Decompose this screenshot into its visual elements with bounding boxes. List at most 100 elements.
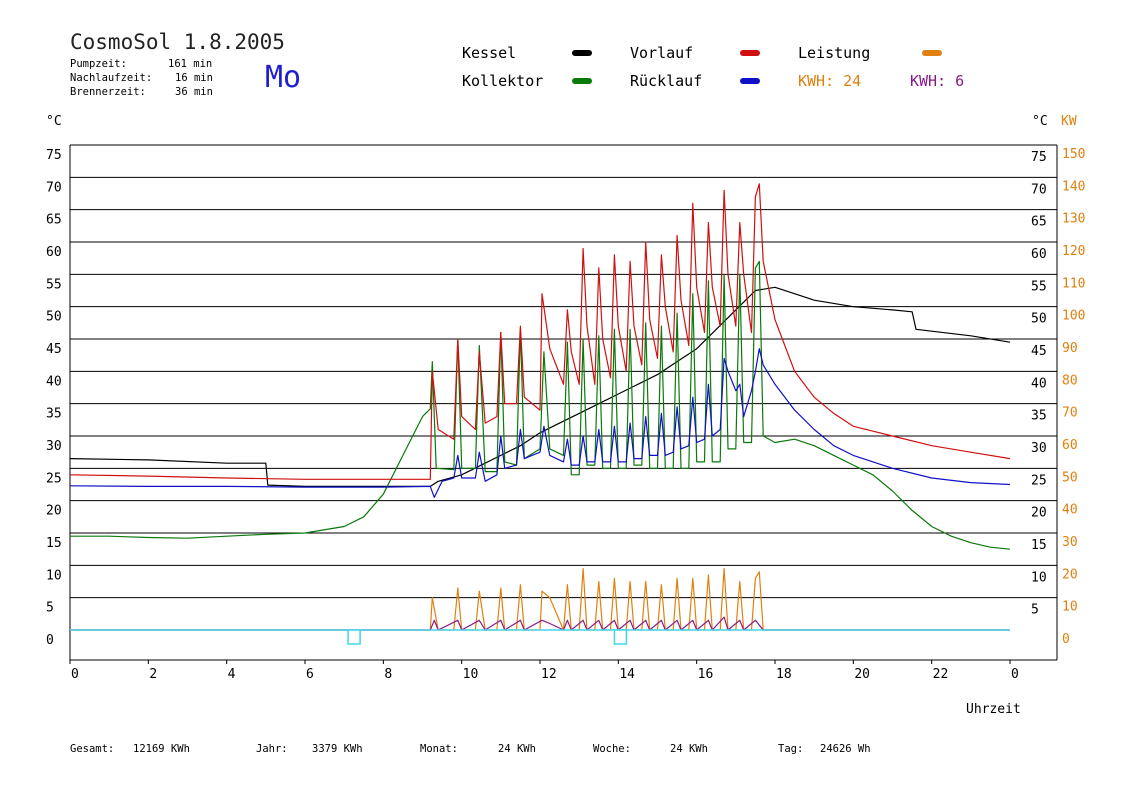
y-tick-right-kw-80: 80 (1062, 373, 1078, 388)
legend-kwh-orange: KWH: 24 (798, 72, 862, 90)
y-tick-right-kw-20: 20 (1062, 567, 1078, 582)
y-tick-left-15: 15 (46, 536, 62, 551)
legend-label-kessel: Kessel (462, 44, 517, 62)
y-tick-right-c-55: 55 (1031, 279, 1047, 294)
x-tick-10: 20 (854, 667, 870, 682)
x-tick-0: 0 (71, 667, 79, 682)
y-tick-right-kw-60: 60 (1062, 438, 1078, 453)
footer-label-gesamt: Gesamt: (70, 743, 115, 755)
series-line-0 (69, 286, 1011, 487)
y-tick-right-kw-120: 120 (1062, 244, 1085, 259)
legend-swatch-ruecklauf (740, 78, 760, 84)
y-tick-right-c-75: 75 (1031, 150, 1047, 165)
x-tick-4: 8 (384, 667, 392, 682)
y-tick-right-kw-30: 30 (1062, 535, 1078, 550)
y-tick-left-35: 35 (46, 407, 62, 422)
stat-label-nachlaufzeit: Nachlaufzeit: (70, 72, 153, 84)
left-axis-unit: °C (46, 114, 62, 129)
y-tick-left-0: 0 (46, 633, 54, 648)
y-tick-right-c-65: 65 (1031, 215, 1047, 230)
y-tick-left-70: 70 (46, 180, 62, 195)
y-tick-left-40: 40 (46, 374, 62, 389)
y-tick-right-c-40: 40 (1031, 376, 1047, 391)
series-line-5 (70, 616, 1010, 631)
y-tick-right-kw-130: 130 (1062, 212, 1085, 227)
y-tick-right-c-30: 30 (1031, 441, 1047, 456)
right-axis-unit-kw: KW (1061, 114, 1077, 129)
stat-label-pumpzeit: Pumpzeit: (70, 58, 127, 70)
y-tick-right-c-20: 20 (1031, 506, 1047, 521)
chart-title: CosmoSol 1.8.2005 (70, 30, 285, 54)
y-tick-right-kw-150: 150 (1062, 147, 1085, 162)
footer-value-woche: 24 KWh (670, 743, 708, 755)
y-tick-right-kw-0: 0 (1062, 632, 1070, 647)
y-tick-left-45: 45 (46, 342, 62, 357)
legend-swatch-kessel (572, 50, 592, 56)
y-tick-left-55: 55 (46, 277, 62, 292)
footer-label-monat: Monat: (420, 743, 458, 755)
x-tick-3: 6 (306, 667, 314, 682)
x-axis-label: Uhrzeit (966, 702, 1021, 717)
legend-swatch-vorlauf (740, 50, 760, 56)
x-tick-9: 18 (776, 667, 792, 682)
series-line-1 (70, 260, 1011, 550)
stat-value-nachlaufzeit: 16 min (175, 72, 213, 84)
y-tick-left-30: 30 (46, 439, 62, 454)
y-tick-right-kw-140: 140 (1062, 179, 1085, 194)
y-tick-right-c-50: 50 (1031, 312, 1047, 327)
y-tick-right-c-35: 35 (1031, 409, 1047, 424)
x-tick-2: 4 (228, 667, 236, 682)
footer-value-tag: 24626 Wh (820, 743, 871, 755)
y-tick-left-25: 25 (46, 471, 62, 486)
y-tick-right-c-10: 10 (1031, 570, 1047, 585)
x-tick-8: 16 (698, 667, 714, 682)
x-tick-7: 14 (619, 667, 635, 682)
y-tick-right-kw-10: 10 (1062, 600, 1078, 615)
baseline-marker-1 (347, 629, 361, 645)
y-tick-right-c-15: 15 (1031, 538, 1047, 553)
right-axis-unit-c: °C (1032, 114, 1048, 129)
weekday-label: Mo (265, 60, 302, 95)
legend-swatch-kollektor (572, 78, 592, 84)
series-line-3 (69, 348, 1011, 498)
y-tick-left-50: 50 (46, 310, 62, 325)
y-tick-right-c-60: 60 (1031, 247, 1047, 262)
footer-value-gesamt: 12169 KWh (133, 743, 190, 755)
legend-kwh-purple: KWH: 6 (910, 72, 965, 90)
stat-label-brennerzeit: Brennerzeit: (70, 86, 146, 98)
y-tick-right-kw-110: 110 (1062, 276, 1085, 291)
y-tick-right-kw-100: 100 (1062, 309, 1085, 324)
stat-value-pumpzeit: 161 min (168, 58, 213, 70)
y-tick-left-10: 10 (46, 568, 62, 583)
y-tick-right-kw-40: 40 (1062, 503, 1078, 518)
y-tick-left-20: 20 (46, 504, 62, 519)
legend-label-ruecklauf: Rücklauf (630, 72, 703, 90)
baseline-marker-2 (613, 629, 628, 645)
y-tick-right-c-5: 5 (1031, 603, 1039, 618)
x-tick-11: 22 (933, 667, 949, 682)
legend-label-vorlauf: Vorlauf (630, 44, 694, 62)
legend-label-kollektor: Kollektor (462, 72, 544, 90)
x-tick-5: 10 (463, 667, 479, 682)
x-tick-1: 2 (149, 667, 157, 682)
y-tick-right-kw-70: 70 (1062, 406, 1078, 421)
y-tick-right-kw-90: 90 (1062, 341, 1078, 356)
footer-value-monat: 24 KWh (498, 743, 536, 755)
x-tick-12: 0 (1011, 667, 1019, 682)
legend-swatch-leistung (922, 50, 942, 56)
footer-value-jahr: 3379 KWh (312, 743, 363, 755)
y-tick-right-kw-50: 50 (1062, 470, 1078, 485)
y-tick-left-65: 65 (46, 213, 62, 228)
x-tick-6: 12 (541, 667, 557, 682)
footer-label-jahr: Jahr: (256, 743, 288, 755)
y-tick-left-60: 60 (46, 245, 62, 260)
footer-label-woche: Woche: (593, 743, 631, 755)
y-tick-left-75: 75 (46, 148, 62, 163)
footer-label-tag: Tag: (778, 743, 804, 755)
y-tick-right-c-70: 70 (1031, 182, 1047, 197)
y-tick-right-c-25: 25 (1031, 473, 1047, 488)
stat-value-brennerzeit: 36 min (175, 86, 213, 98)
series-line-2 (69, 183, 1011, 480)
y-tick-right-c-45: 45 (1031, 344, 1047, 359)
